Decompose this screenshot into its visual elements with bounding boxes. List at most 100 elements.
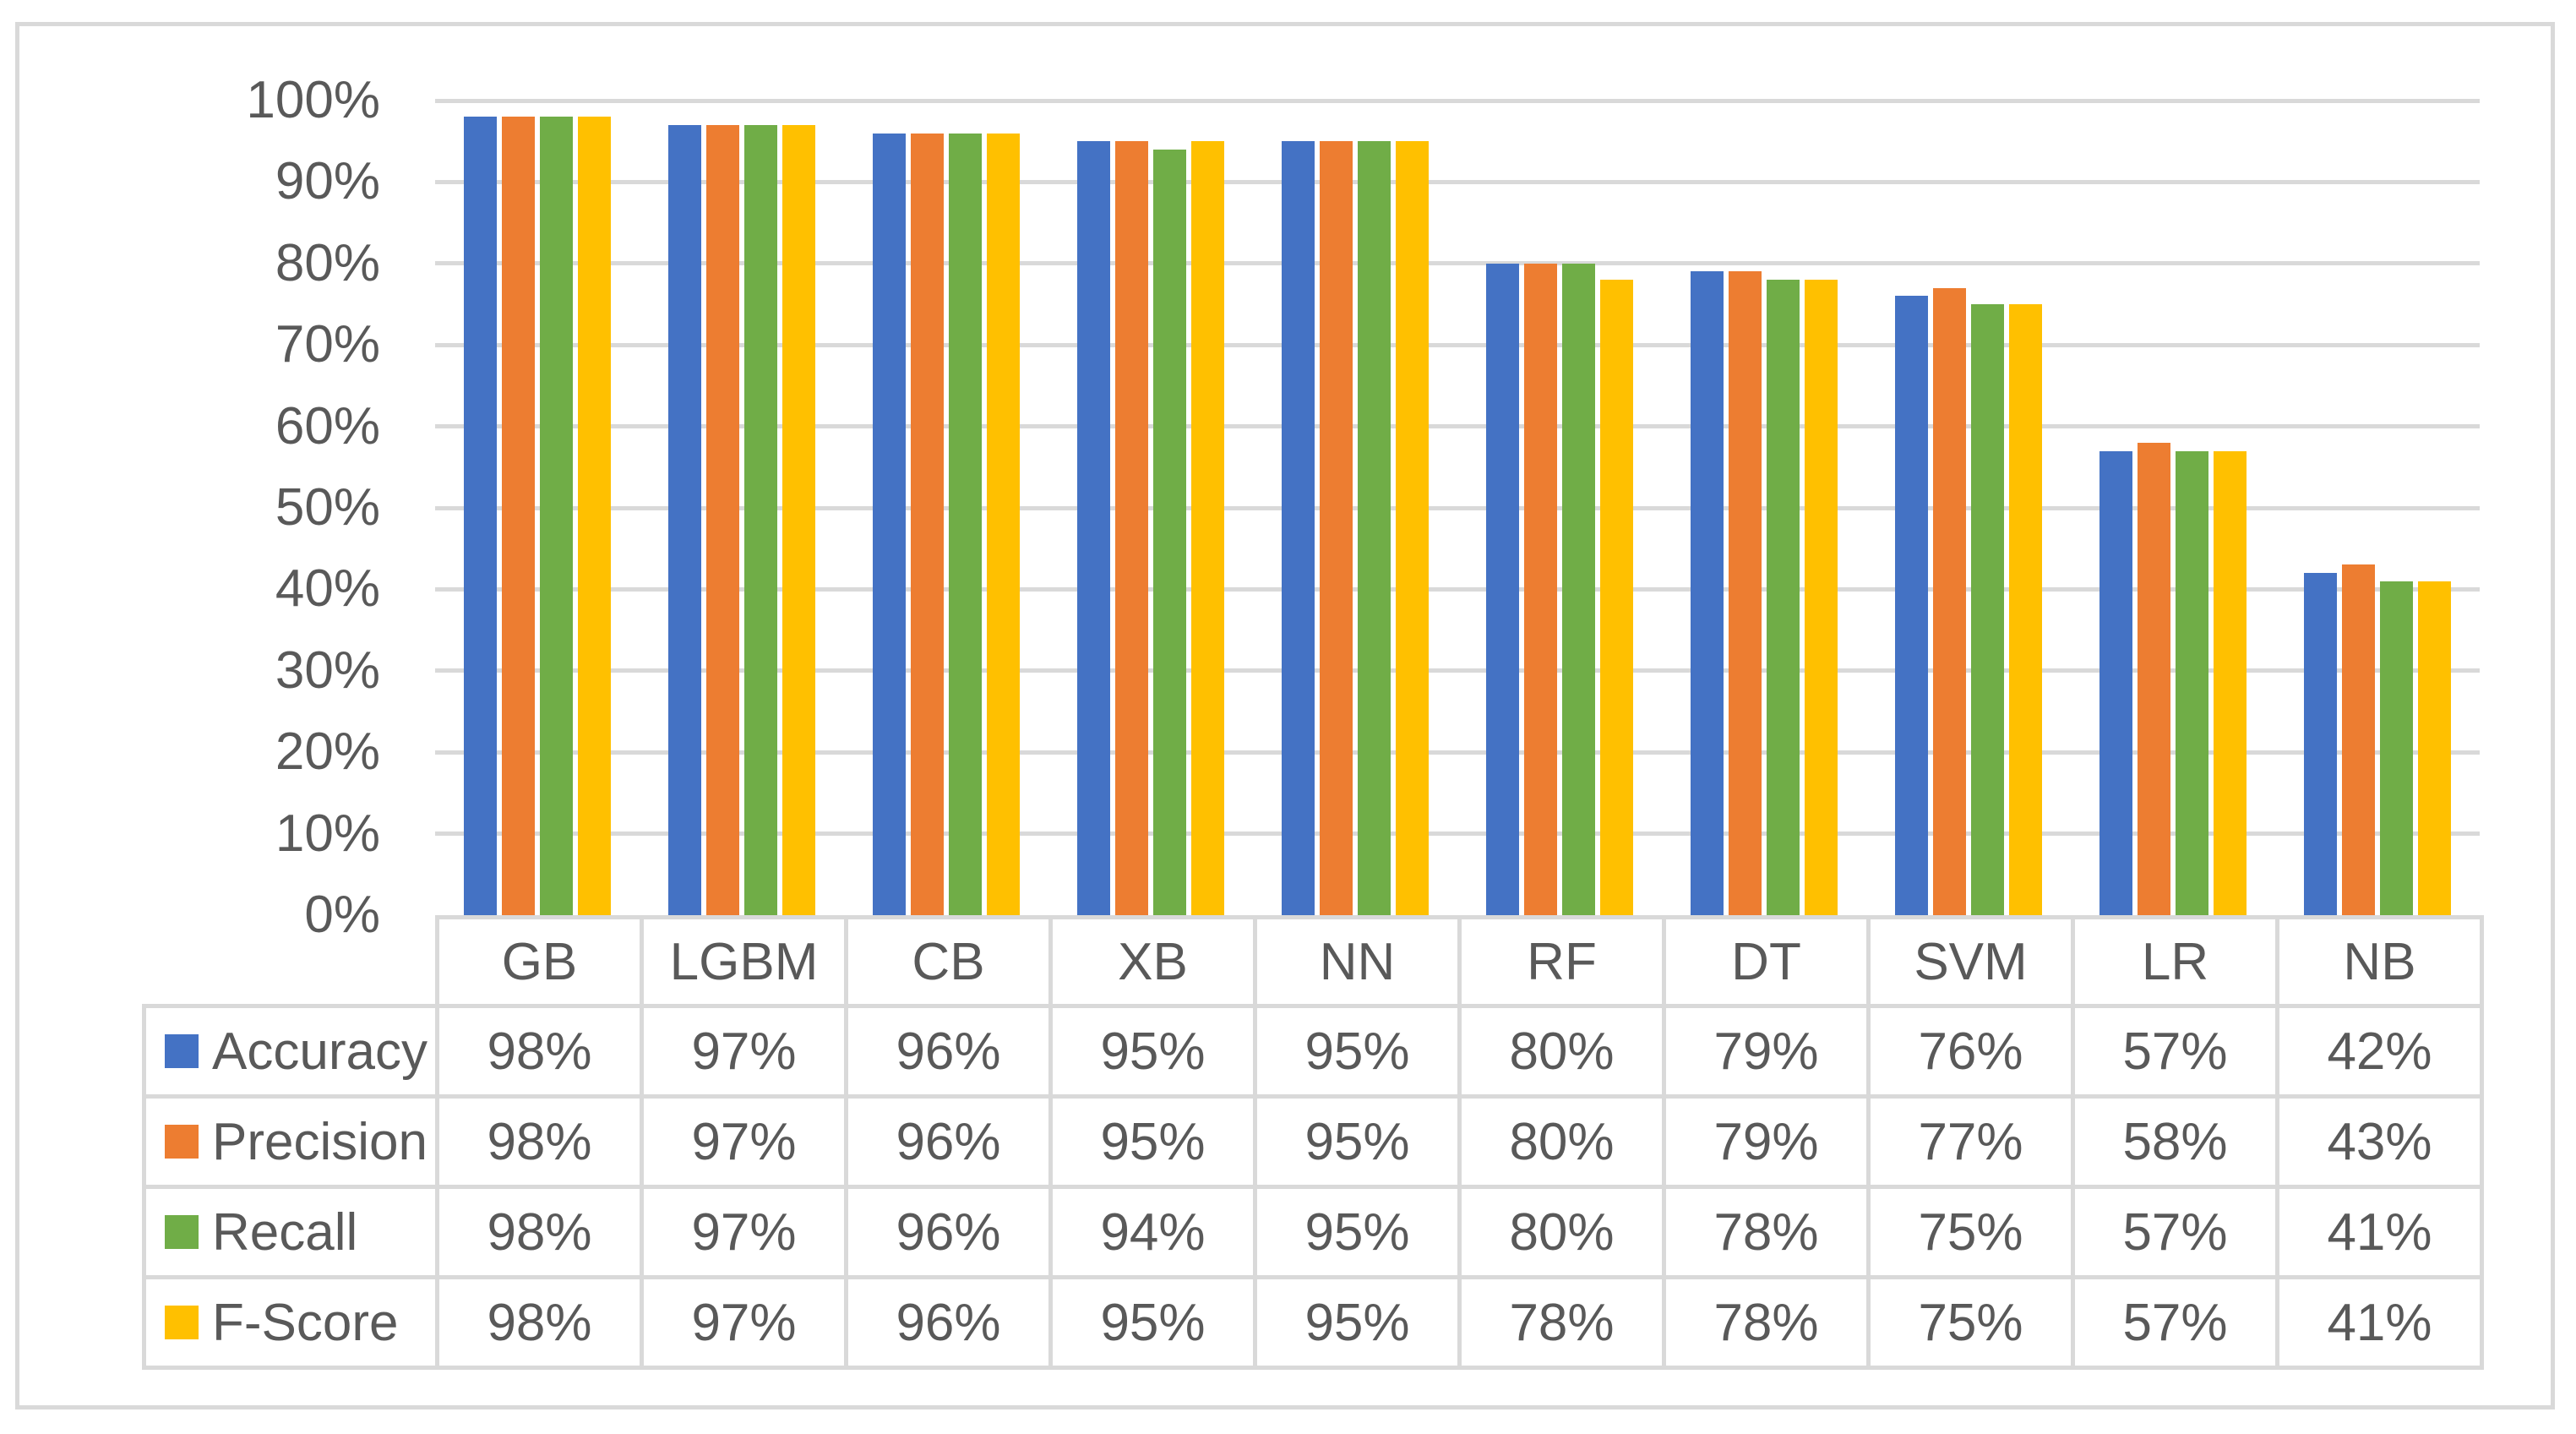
gridline [435,506,2480,510]
bar-f-score-gb [578,117,611,915]
table-cell-precision-nb: 43% [2275,1094,2484,1189]
bar-precision-dt [1729,271,1762,915]
bar-f-score-nn [1396,141,1429,915]
table-cell-accuracy-nn: 95% [1253,1004,1462,1099]
table-header-dt: DT [1662,915,1871,1008]
y-axis-tick-label: 100% [246,71,380,129]
table-header-gb: GB [435,915,644,1008]
gridline [435,99,2480,103]
table-cell-f-score-svm: 75% [1866,1275,2075,1370]
table-cell-accuracy-xb: 95% [1048,1004,1257,1099]
bar-f-score-rf [1600,280,1633,915]
bar-accuracy-cb [873,134,906,915]
bar-f-score-xb [1191,141,1224,915]
series-name-cell: F-Score [142,1275,439,1370]
y-axis-tick-label: 70% [275,315,380,373]
series-name-label: Precision [212,1112,428,1171]
bar-accuracy-rf [1486,264,1519,915]
table-cell-f-score-nb: 41% [2275,1275,2484,1370]
bar-precision-nn [1320,141,1353,915]
bar-f-score-dt [1805,280,1838,915]
bar-recall-lgbm [744,125,777,915]
bar-f-score-lr [2214,451,2247,915]
table-row-f-score: F-Score 98% 97% 96% 95% 95% 78% 78% 75% 57% 41% [142,1275,2484,1370]
table-cell-precision-dt: 79% [1662,1094,1871,1189]
table-cell-precision-gb: 98% [435,1094,644,1189]
series-name-label: F-Score [212,1293,399,1352]
table-cell-f-score-cb: 96% [844,1275,1053,1370]
gridline [435,750,2480,755]
table-cell-accuracy-svm: 76% [1866,1004,2075,1099]
bar-recall-rf [1562,264,1595,915]
table-cell-precision-svm: 77% [1866,1094,2075,1189]
y-axis-tick-label: 80% [275,234,380,292]
bar-precision-gb [502,117,535,915]
legend-swatch-precision [165,1125,199,1159]
legend-swatch-f-score [165,1306,199,1339]
bar-accuracy-gb [464,117,497,915]
gridline [435,261,2480,265]
gridline [435,180,2480,184]
bar-accuracy-dt [1691,271,1724,915]
bar-recall-cb [949,134,982,915]
bar-f-score-svm [2009,304,2042,915]
gridline [435,343,2480,347]
bar-recall-nb [2380,581,2413,915]
series-name-label: Recall [212,1202,358,1262]
bar-accuracy-lr [2099,451,2132,915]
table-corner-spacer [144,918,438,1006]
table-cell-accuracy-lgbm: 97% [640,1004,848,1099]
table-header-cb: CB [844,915,1053,1008]
bar-f-score-lgbm [782,125,815,915]
table-cell-recall-cb: 96% [844,1185,1053,1279]
table-row-accuracy: Accuracy 98% 97% 96% 95% 95% 80% 79% 76% 57% 42% [142,1004,2484,1099]
bar-precision-xb [1115,141,1148,915]
table-cell-f-score-lr: 57% [2071,1275,2279,1370]
legend-swatch-recall [165,1215,199,1249]
series-name-label: Accuracy [212,1022,428,1081]
table-cell-f-score-rf: 78% [1457,1275,1666,1370]
table-cell-precision-cb: 96% [844,1094,1053,1189]
table-header-xb: XB [1048,915,1257,1008]
table-header-svm: SVM [1866,915,2075,1008]
bar-accuracy-svm [1895,296,1928,915]
table-cell-accuracy-dt: 79% [1662,1004,1871,1099]
table-cell-f-score-gb: 98% [435,1275,644,1370]
bar-recall-gb [540,117,573,915]
table-cell-recall-nb: 41% [2275,1185,2484,1279]
table-cell-recall-svm: 75% [1866,1185,2075,1279]
table-cell-recall-nn: 95% [1253,1185,1462,1279]
table-cell-recall-rf: 80% [1457,1185,1666,1279]
table-cell-precision-rf: 80% [1457,1094,1666,1189]
y-axis-tick-label: 0% [304,886,380,944]
y-axis-tick-label: 60% [275,397,380,455]
bar-accuracy-nb [2304,573,2337,915]
table-cell-recall-xb: 94% [1048,1185,1257,1279]
table-header-nb: NB [2275,915,2484,1008]
series-legend-entry: Accuracy [146,1022,435,1082]
table-cell-precision-nn: 95% [1253,1094,1462,1189]
gridline [435,424,2480,428]
table-cell-f-score-nn: 95% [1253,1275,1462,1370]
table-cell-precision-lr: 58% [2071,1094,2279,1189]
bar-precision-cb [911,134,944,915]
bar-f-score-nb [2418,581,2451,915]
table-row-precision: Precision 98% 97% 96% 95% 95% 80% 79% 77% 58% 43% [142,1094,2484,1189]
y-axis-tick-label: 30% [275,641,380,700]
data-table: GB LGBM CB XB NN RF DT SVM LR NB Accuracy 98% 97% 96%… [142,915,2484,1370]
gridline [435,587,2480,592]
bar-accuracy-lgbm [668,125,701,915]
series-name-cell: Recall [142,1185,439,1279]
table-cell-f-score-dt: 78% [1662,1275,1871,1370]
table-header-row: GB LGBM CB XB NN RF DT SVM LR NB [144,915,2484,1008]
y-axis-tick-label: 50% [275,478,380,537]
table-cell-recall-gb: 98% [435,1185,644,1279]
series-legend-entry: F-Score [146,1293,435,1353]
table-cell-f-score-lgbm: 97% [640,1275,848,1370]
y-axis-tick-label: 10% [275,804,380,863]
table-cell-precision-lgbm: 97% [640,1094,848,1189]
table-cell-accuracy-gb: 98% [435,1004,644,1099]
bar-precision-svm [1933,288,1966,915]
bar-accuracy-nn [1282,141,1315,915]
